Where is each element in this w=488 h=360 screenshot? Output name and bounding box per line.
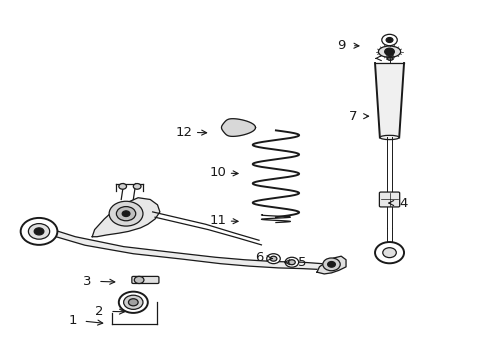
Circle shape	[119, 184, 126, 189]
Circle shape	[119, 292, 147, 313]
Circle shape	[133, 184, 141, 189]
Ellipse shape	[379, 135, 398, 140]
Text: 12: 12	[175, 126, 192, 139]
Polygon shape	[374, 63, 403, 138]
Circle shape	[266, 254, 280, 264]
Circle shape	[386, 37, 392, 42]
Circle shape	[20, 218, 57, 245]
Polygon shape	[92, 198, 160, 237]
Circle shape	[382, 248, 395, 258]
Polygon shape	[47, 228, 331, 271]
Circle shape	[288, 260, 295, 265]
Text: 4: 4	[399, 197, 407, 210]
Text: 8: 8	[385, 51, 393, 64]
Circle shape	[28, 224, 50, 239]
Circle shape	[123, 295, 142, 309]
Circle shape	[322, 258, 340, 271]
FancyBboxPatch shape	[379, 192, 399, 207]
Circle shape	[109, 201, 142, 226]
Polygon shape	[221, 119, 255, 136]
Circle shape	[374, 242, 403, 263]
Text: 6: 6	[254, 252, 263, 265]
Circle shape	[327, 261, 335, 267]
Text: 11: 11	[209, 214, 226, 227]
Text: 3: 3	[83, 275, 91, 288]
Circle shape	[285, 257, 298, 267]
Text: 2: 2	[95, 305, 103, 318]
Circle shape	[269, 256, 276, 261]
Circle shape	[122, 211, 130, 216]
Circle shape	[384, 48, 393, 55]
Circle shape	[34, 228, 44, 235]
Text: 9: 9	[336, 39, 345, 52]
Text: 5: 5	[298, 256, 306, 269]
Circle shape	[134, 276, 143, 283]
Text: 7: 7	[348, 110, 357, 123]
Text: 1: 1	[68, 314, 77, 327]
Ellipse shape	[378, 46, 400, 57]
Text: 10: 10	[209, 166, 226, 179]
Circle shape	[128, 299, 138, 306]
FancyBboxPatch shape	[132, 276, 159, 283]
Polygon shape	[316, 256, 346, 274]
Circle shape	[116, 207, 136, 221]
Circle shape	[381, 34, 396, 46]
